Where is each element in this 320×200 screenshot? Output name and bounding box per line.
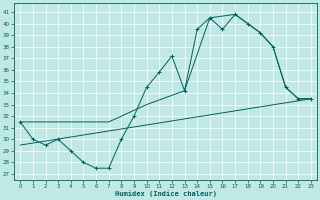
X-axis label: Humidex (Indice chaleur): Humidex (Indice chaleur): [115, 190, 217, 197]
